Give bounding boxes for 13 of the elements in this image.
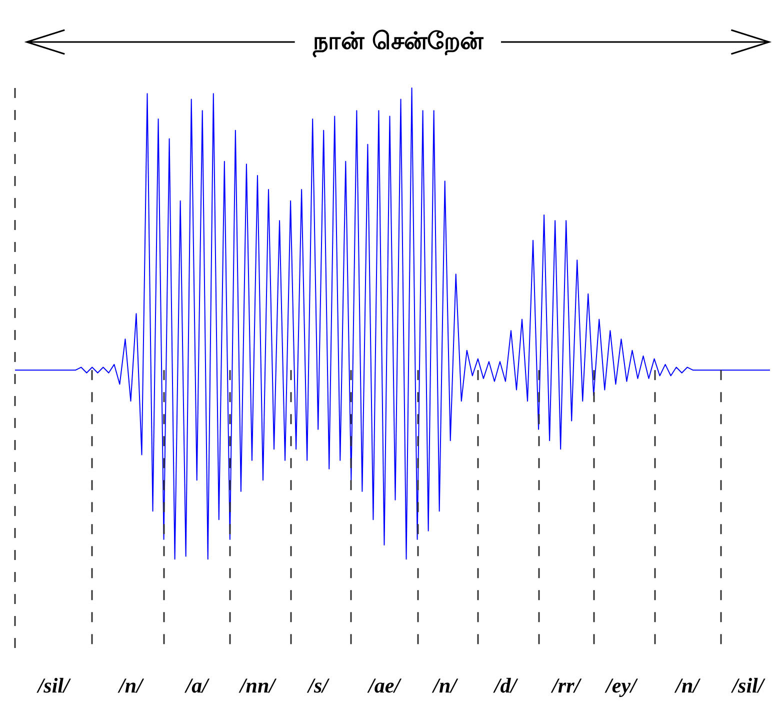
x-tick-label: /n/ [431, 674, 459, 698]
x-tick-label: /s/ [306, 674, 330, 698]
x-tick-label: /sil/ [36, 674, 72, 698]
x-tick-label: /ey/ [604, 674, 639, 698]
x-tick-label: /d/ [492, 674, 519, 698]
x-tick-label: /ae/ [366, 674, 402, 698]
x-tick-label: /rr/ [550, 674, 582, 698]
x-tick-label: /sil/ [730, 674, 766, 698]
x-tick-label: /n/ [674, 674, 702, 698]
x-tick-label: /n/ [117, 674, 145, 698]
x-tick-label: /a/ [184, 674, 210, 698]
chart-title: நான் சென்றேன் [312, 26, 484, 58]
x-tick-label: /nn/ [238, 674, 278, 698]
